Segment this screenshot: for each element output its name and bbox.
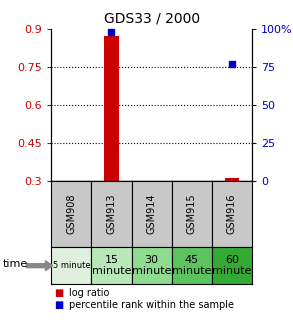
- Text: ■: ■: [54, 288, 64, 298]
- Text: ■: ■: [54, 300, 64, 310]
- Text: GSM908: GSM908: [66, 194, 76, 234]
- Text: GSM915: GSM915: [187, 194, 197, 234]
- Text: percentile rank within the sample: percentile rank within the sample: [69, 300, 234, 310]
- Text: 30
minute: 30 minute: [132, 255, 171, 277]
- Text: 15
minute: 15 minute: [92, 255, 131, 277]
- Title: GDS33 / 2000: GDS33 / 2000: [103, 11, 200, 26]
- Text: 60
minute: 60 minute: [212, 255, 252, 277]
- Text: log ratio: log ratio: [69, 288, 109, 298]
- Text: GSM916: GSM916: [227, 194, 237, 234]
- Text: GSM913: GSM913: [106, 194, 117, 234]
- Bar: [105, 36, 118, 181]
- Text: 45
minute: 45 minute: [172, 255, 212, 277]
- Bar: [225, 178, 239, 181]
- Text: time: time: [3, 259, 28, 269]
- Text: GSM914: GSM914: [146, 194, 157, 234]
- Text: 5 minute: 5 minute: [52, 261, 90, 270]
